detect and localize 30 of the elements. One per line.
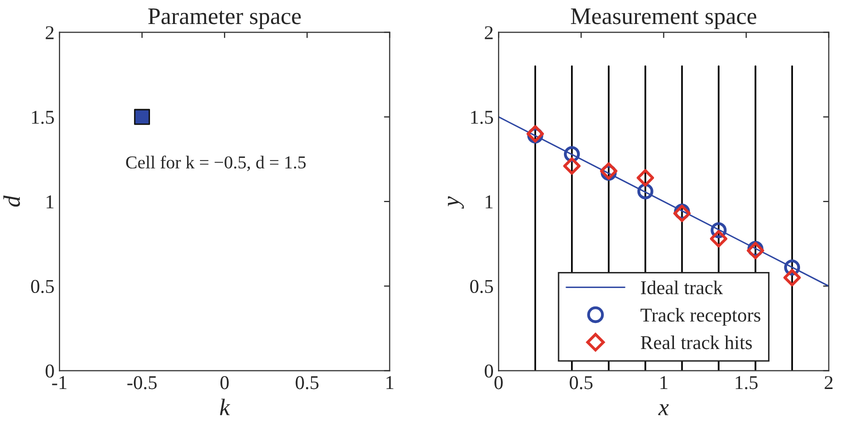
y-tick-label: 2	[484, 26, 493, 40]
annotation: Cell for k = −0.5, d = 1.5	[126, 156, 306, 172]
y-tick-label: 1	[46, 195, 54, 208]
y-axis-title: d	[3, 196, 20, 207]
x-tick-label: -0.5	[127, 376, 157, 390]
x-tick-label: 0	[220, 376, 229, 390]
y-tick-label: 0	[484, 364, 493, 378]
y-tick-label: 1.5	[471, 110, 493, 124]
y-tick-label: 0.5	[31, 280, 54, 294]
x-tick-label: -1	[52, 376, 66, 390]
x-tick-label: 1	[386, 376, 394, 390]
x-tick-label: 0.5	[296, 376, 319, 390]
x-tick-label: 0.5	[570, 376, 593, 390]
chart-title: Parameter space	[148, 8, 301, 30]
y-axis-title: y	[448, 196, 464, 209]
legend-label: Ideal track	[640, 280, 723, 294]
y-tick-label: 1	[486, 195, 493, 208]
y-tick-label: 0.5	[470, 280, 493, 294]
y-tick-label: 0	[46, 364, 54, 378]
y-tick-label: 1.5	[32, 110, 54, 124]
x-tick-label: 2	[824, 376, 833, 390]
legend-label: Track receptors	[640, 308, 760, 326]
x-axis-title: x	[658, 404, 669, 416]
x-tick-label: 1.5	[736, 376, 758, 390]
y-tick-label: 2	[46, 26, 54, 40]
chart-title: Measurement space	[570, 8, 756, 30]
x-tick-label: 1	[660, 376, 668, 390]
x-tick-label: 0	[494, 376, 503, 390]
legend-label: Real track hits	[640, 336, 752, 350]
x-axis-title: k	[220, 398, 230, 416]
